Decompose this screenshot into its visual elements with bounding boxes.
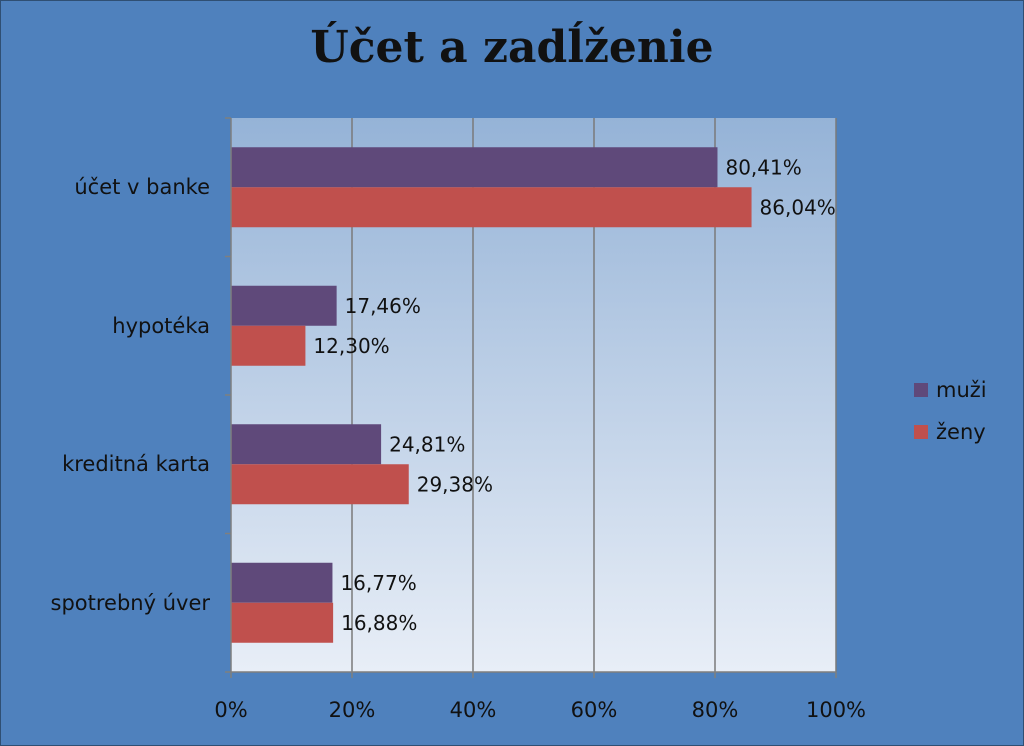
legend-item-muzi: muži [914,376,987,404]
x-tick-label: 60% [570,698,618,722]
x-tick-label: 100% [805,698,867,722]
x-tick-label: 80% [691,698,739,722]
category-label-hypoteka: hypotéka [112,313,210,338]
chart-title: Účet a zadĺženie [310,22,714,73]
bar-muzi-hypoteka [231,285,337,326]
bar-zeny-kreditna-karta [231,464,409,505]
x-tick-label: 20% [328,698,376,722]
legend-swatch-zeny [914,425,928,439]
legend: muži ženy [914,376,987,460]
data-label-muzi-spotrebny-uver: 16,77% [340,571,416,595]
category-labels: účet v banke hypotéka kreditná karta spotre… [0,0,210,746]
category-label-spotrebny-uver: spotrebný úver [50,590,210,615]
data-label-zeny-ucet-v-banke: 86,04% [760,195,836,219]
legend-swatch-muzi [914,383,928,397]
legend-label-muzi: muži [936,378,987,402]
axes [225,117,837,678]
bar-muzi-spotrebny-uver [231,562,333,603]
category-label-kreditna-karta: kreditná karta [62,452,210,477]
legend-item-zeny: ženy [914,418,987,446]
data-labels: 80,41% 86,04% 17,46% 12,30% 24,81% 29,38% 16,7… [313,155,835,635]
data-label-muzi-hypoteka: 17,46% [345,294,421,318]
x-tick-label: 0% [214,698,248,722]
bar-muzi-kreditna-karta [231,424,382,465]
x-tick-label: 40% [449,698,497,722]
data-label-zeny-hypoteka: 12,30% [313,334,389,358]
bars [231,147,752,643]
bar-zeny-ucet-v-banke [231,187,752,228]
category-label-ucet-v-banke: účet v banke [74,175,210,200]
legend-label-zeny: ženy [936,420,986,444]
data-label-muzi-kreditna-karta: 24,81% [389,432,465,456]
data-label-zeny-kreditna-karta: 29,38% [417,472,493,496]
bar-zeny-spotrebny-uver [231,602,334,643]
bar-muzi-ucet-v-banke [231,147,718,188]
bar-zeny-hypoteka [231,325,306,366]
data-label-muzi-ucet-v-banke: 80,41% [725,155,801,179]
data-label-zeny-spotrebny-uver: 16,88% [341,611,417,635]
